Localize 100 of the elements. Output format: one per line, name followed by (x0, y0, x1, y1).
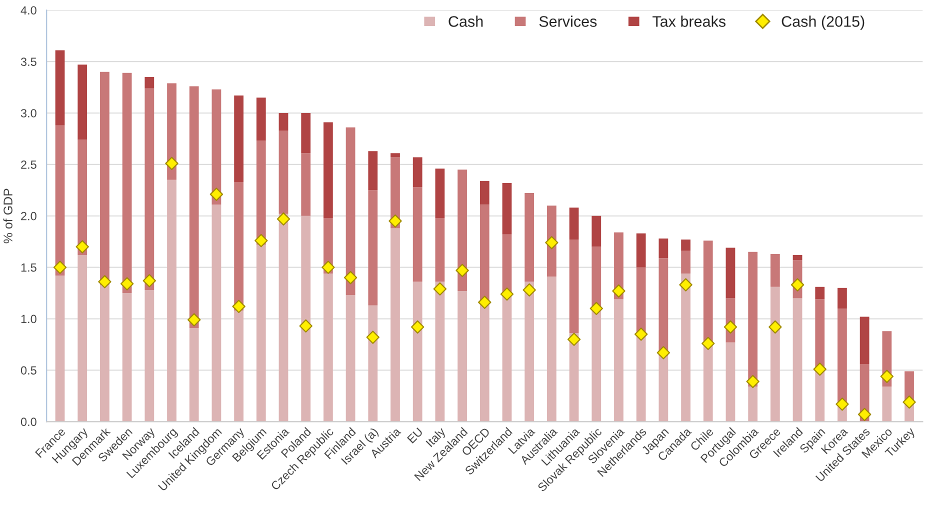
point (478, 296, 492, 309)
bar (636, 336, 646, 422)
point (567, 332, 581, 346)
legend-label: Tax breaks (652, 16, 726, 27)
bar (324, 274, 333, 422)
bar (390, 153, 400, 158)
point (120, 277, 134, 290)
bar (390, 228, 400, 422)
bar (658, 356, 668, 422)
point (433, 282, 447, 296)
bar (256, 244, 266, 422)
point (768, 320, 782, 334)
bar (569, 208, 579, 240)
bar (167, 83, 176, 180)
point (456, 264, 469, 278)
y-tick-label: 0.5 (20, 366, 36, 375)
point (232, 300, 246, 314)
bar (524, 194, 534, 282)
bar (324, 122, 333, 218)
bar (346, 127, 356, 296)
bar (770, 286, 780, 422)
point (344, 271, 358, 284)
point (746, 374, 760, 388)
bar (234, 182, 244, 311)
bar (234, 310, 244, 422)
bar (256, 140, 266, 245)
bar (278, 113, 288, 131)
bar (435, 218, 445, 282)
bar (860, 316, 870, 364)
bar (256, 98, 266, 141)
point (366, 330, 380, 344)
bar (368, 190, 378, 306)
point (679, 278, 692, 292)
bar (78, 140, 88, 255)
bar (726, 342, 736, 422)
bar (838, 288, 847, 308)
point (500, 287, 514, 301)
bar (792, 254, 802, 260)
bar (412, 187, 422, 282)
point (254, 234, 268, 248)
y-tick-label: 2.0 (21, 212, 36, 220)
bar (748, 386, 758, 422)
bar (502, 182, 512, 234)
bar (144, 290, 154, 422)
point (410, 320, 424, 334)
bar (770, 254, 780, 287)
bar (524, 282, 534, 422)
bar (368, 151, 378, 190)
bar (100, 284, 110, 422)
bar (78, 254, 88, 422)
bar (458, 170, 467, 291)
point (656, 346, 670, 360)
bar (592, 310, 602, 422)
point (187, 313, 201, 326)
point (299, 319, 312, 333)
point (322, 260, 335, 274)
point (210, 188, 224, 201)
point (790, 278, 804, 292)
point (813, 362, 826, 376)
bar (167, 180, 176, 422)
point (142, 274, 156, 288)
bar (278, 214, 288, 422)
bar (122, 72, 132, 294)
point (902, 395, 916, 409)
y-tick-label: 2.5 (21, 160, 36, 169)
y-tick-label: 3.0 (20, 109, 36, 118)
point (98, 275, 112, 288)
bar (569, 240, 579, 334)
point (634, 328, 648, 341)
bar (681, 274, 690, 422)
point (702, 336, 715, 350)
bar (636, 233, 646, 268)
point (724, 320, 738, 334)
legend-label: Cash (2015) (782, 16, 864, 30)
bar (301, 216, 311, 422)
y-tick-label: 3.5 (20, 58, 36, 66)
y-tick-label: 1.0 (21, 314, 36, 324)
point (53, 260, 67, 274)
point (76, 240, 89, 254)
bar (681, 240, 690, 251)
y-tick-label: 0.0 (20, 418, 36, 426)
bar (346, 295, 356, 422)
y-axis-title: % of GDP (3, 188, 12, 244)
bar (882, 386, 892, 422)
bar (100, 72, 110, 285)
bar (681, 250, 690, 274)
point (388, 214, 402, 228)
bar (301, 153, 311, 216)
point (165, 156, 178, 170)
bar (435, 282, 445, 422)
bar (78, 64, 88, 140)
bar (703, 346, 713, 422)
bar (234, 96, 244, 182)
point (590, 302, 603, 316)
bar (658, 238, 668, 258)
bar (55, 276, 65, 422)
bar (212, 204, 222, 422)
bar (480, 303, 490, 422)
point (612, 284, 626, 298)
bar (122, 293, 132, 422)
